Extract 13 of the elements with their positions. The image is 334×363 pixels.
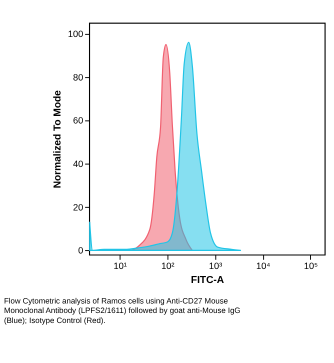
y-tick-label: 20 [73,202,84,212]
y-tick-label: 100 [68,28,84,39]
x-tick-label: 10¹ [114,260,127,271]
y-tick-label: 0 [78,246,84,256]
y-tick-label: 80 [73,72,84,82]
y-axis-title: Normalized To Mode [52,90,64,188]
x-tick-label: 10⁴ [256,260,270,271]
y-tick-label: 60 [73,116,84,126]
x-axis-title: FITC-A [190,274,225,286]
y-tick-label: 40 [73,158,84,169]
x-tick-label: 10⁵ [304,260,318,271]
x-tick-label: 10³ [208,260,222,271]
x-tick-label: 10² [161,260,174,271]
